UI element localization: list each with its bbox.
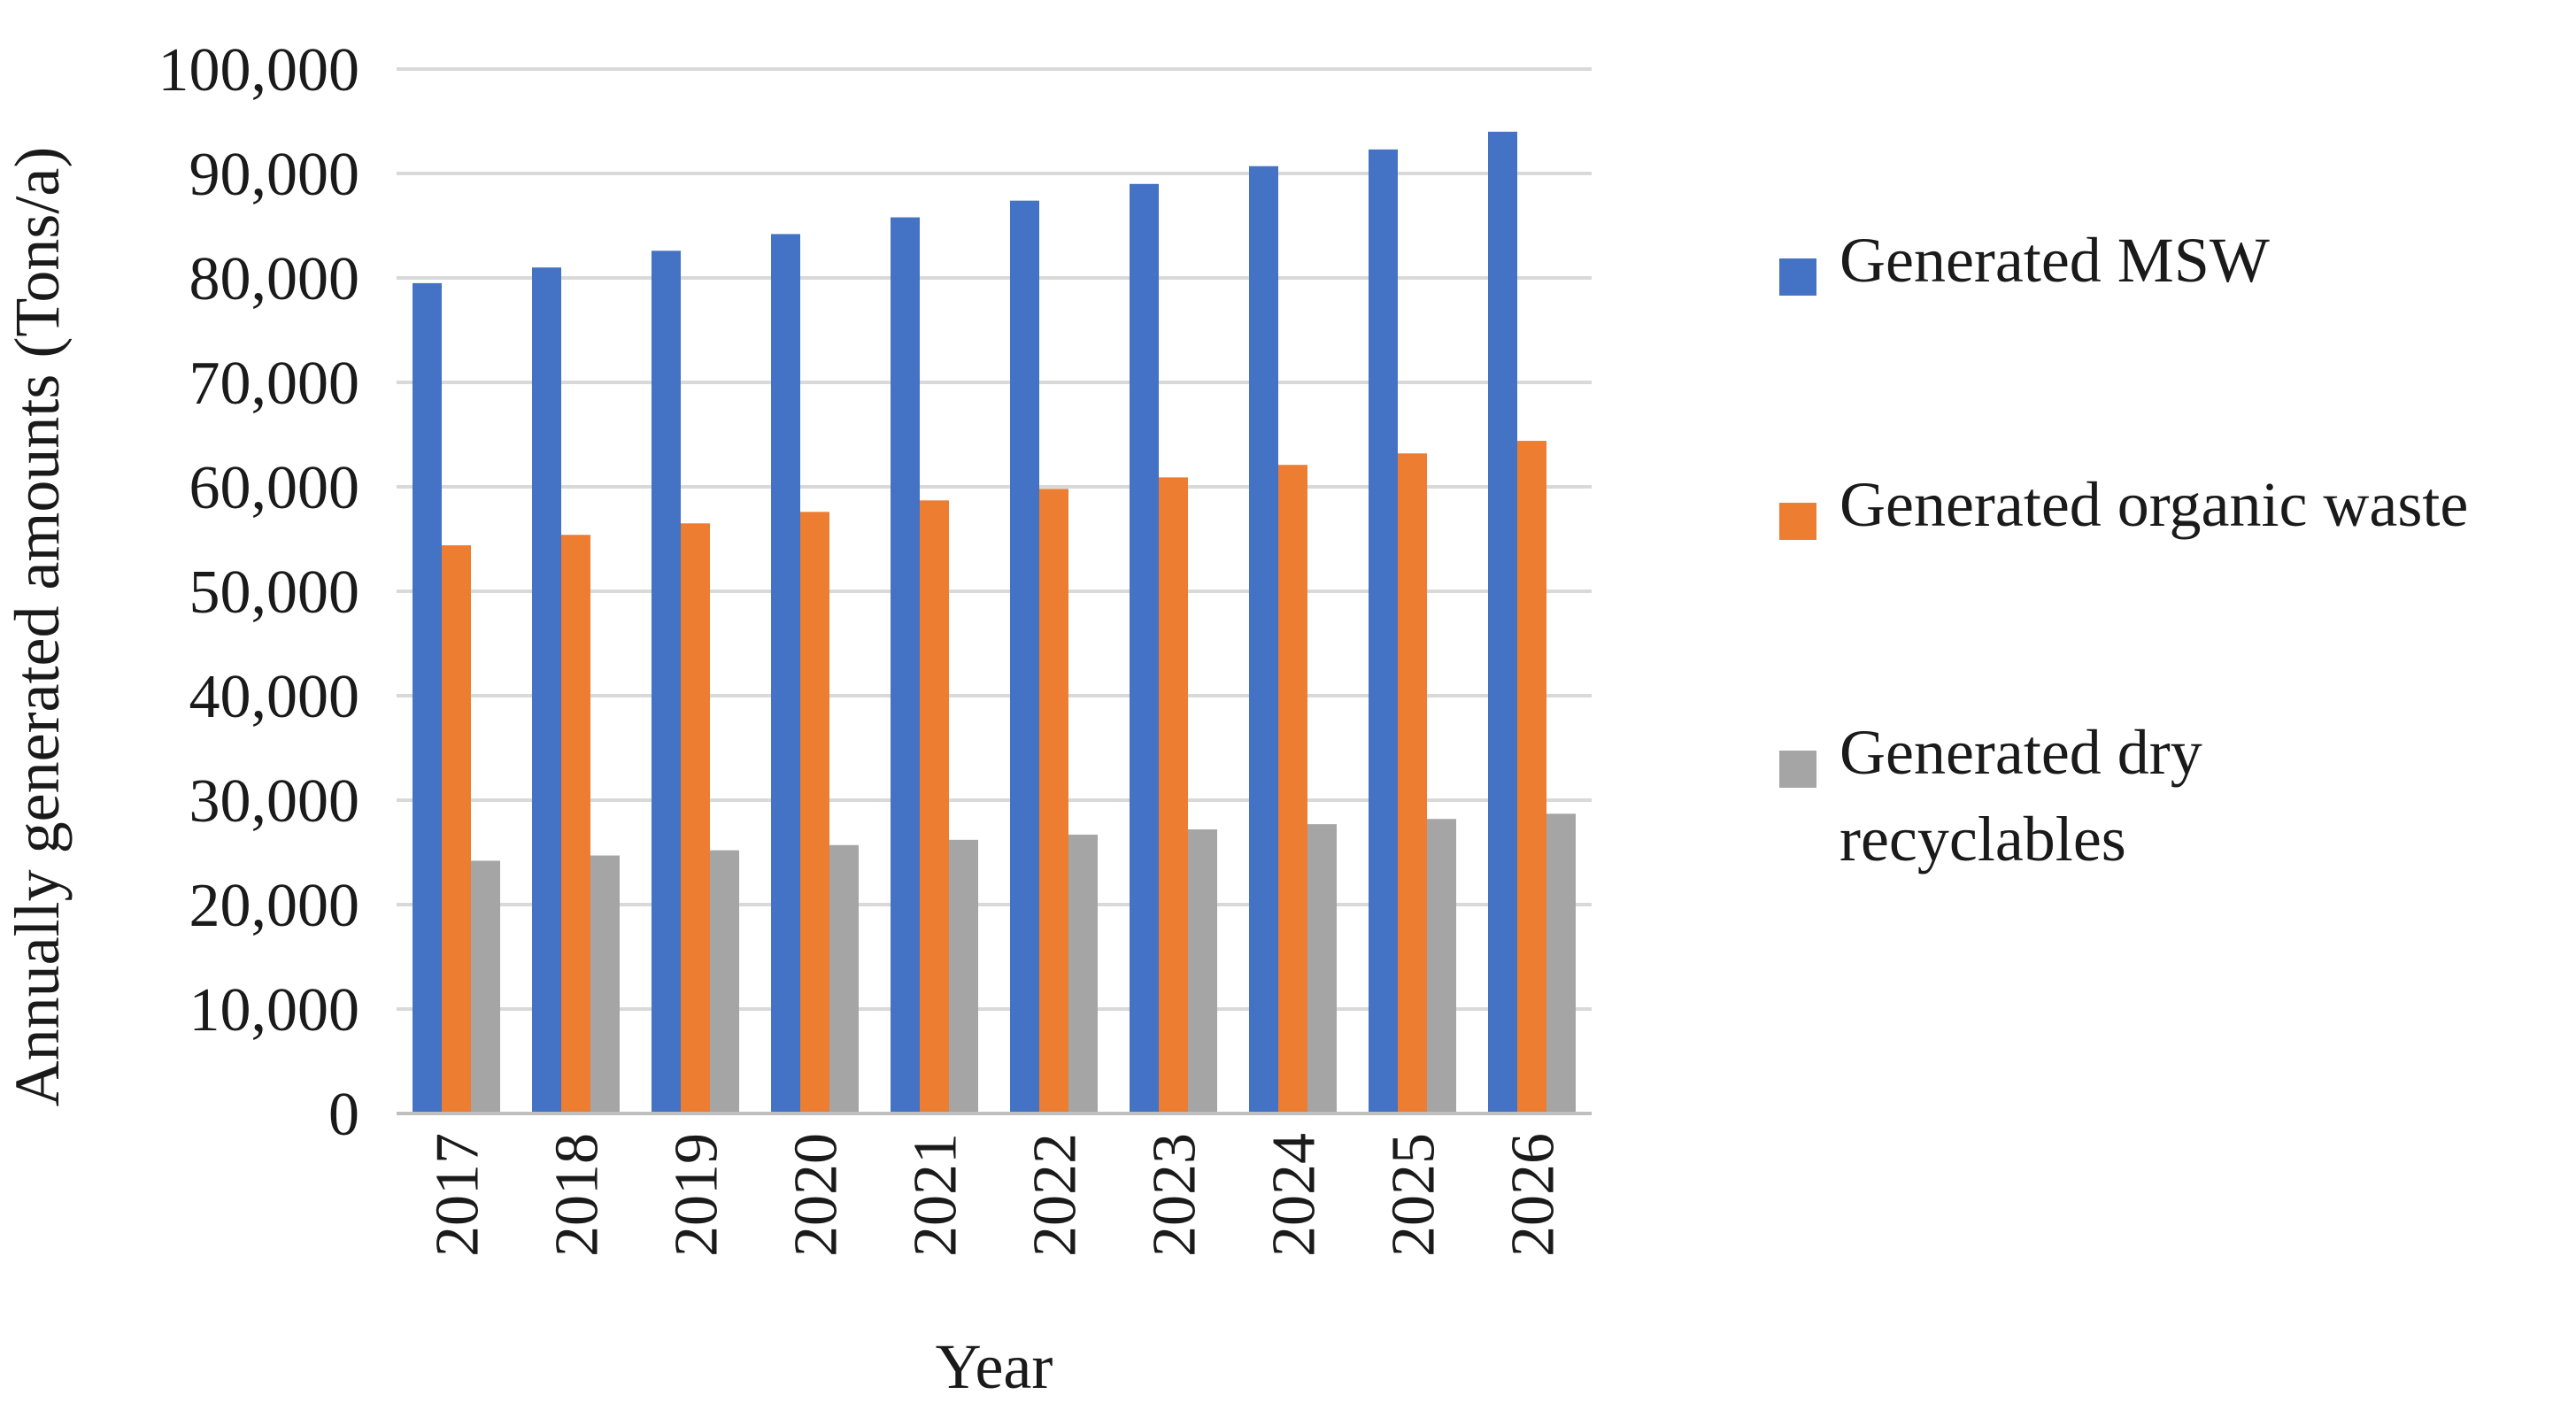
legend-swatch — [1779, 503, 1816, 540]
x-tick-label: 2019 — [663, 1133, 731, 1257]
x-tick-label: 2023 — [1141, 1133, 1209, 1257]
bar-generated-dry-recyclables — [1188, 829, 1217, 1113]
x-axis-title: Year — [936, 1331, 1053, 1402]
x-tick-label: 2025 — [1380, 1133, 1448, 1257]
bar-generated-organic-waste — [442, 545, 471, 1113]
x-tick-label: 2017 — [424, 1133, 492, 1257]
y-tick-label: 50,000 — [189, 559, 360, 627]
x-tick-label: 2020 — [783, 1133, 851, 1257]
bar-generated-dry-recyclables — [471, 860, 500, 1113]
y-tick-label: 10,000 — [189, 976, 360, 1044]
legend-label: recyclables — [1839, 804, 2126, 875]
bar-generated-organic-waste — [561, 535, 590, 1113]
y-tick-label: 80,000 — [189, 245, 360, 313]
x-tick-label: 2018 — [544, 1133, 612, 1257]
y-tick-label: 30,000 — [189, 767, 360, 836]
x-tick-label: 2022 — [1022, 1133, 1090, 1257]
y-tick-label: 0 — [328, 1081, 359, 1149]
bar-generated-dry-recyclables — [1546, 813, 1576, 1113]
bar-generated-dry-recyclables — [1068, 834, 1098, 1113]
bar-generated-dry-recyclables — [1427, 819, 1456, 1113]
y-axis-ticks: 0 10,000 20,000 30,000 40,000 50,000 60,000 70,… — [158, 36, 360, 1149]
bar-generated-organic-waste — [1159, 477, 1188, 1113]
bar-generated-msw — [652, 250, 681, 1113]
bar-generated-msw — [1010, 200, 1039, 1114]
legend-swatch — [1779, 751, 1816, 788]
bar-generated-organic-waste — [1398, 453, 1427, 1113]
x-tick-label: 2024 — [1261, 1133, 1329, 1257]
bar-generated-msw — [1130, 183, 1159, 1113]
bar-generated-organic-waste — [920, 500, 949, 1113]
y-tick-label: 100,000 — [158, 36, 360, 104]
bar-generated-dry-recyclables — [1307, 824, 1337, 1113]
bar-generated-msw — [1488, 131, 1517, 1113]
bar-generated-dry-recyclables — [590, 855, 620, 1113]
x-tick-label: 2021 — [902, 1133, 970, 1257]
bar-generated-msw — [1369, 149, 1398, 1114]
x-axis-ticks: 2017 2018 2019 2020 2021 2022 2023 2024 2025 2026 — [424, 1133, 1568, 1257]
legend-label: Generated dry — [1839, 717, 2202, 788]
y-tick-label: 20,000 — [189, 872, 360, 940]
legend-label: Generated MSW — [1839, 225, 2270, 296]
bar-generated-msw — [413, 282, 442, 1113]
bar-generated-organic-waste — [681, 523, 710, 1113]
bar-generated-dry-recyclables — [949, 839, 978, 1113]
y-axis-title: Annually generated amounts (Tons/a) — [2, 147, 73, 1107]
bar-generated-organic-waste — [1517, 441, 1546, 1114]
bar-generated-msw — [532, 267, 561, 1113]
bar-generated-organic-waste — [1039, 489, 1068, 1113]
legend: Generated MSW Generated organic waste Gene… — [1779, 225, 2468, 875]
y-tick-label: 90,000 — [189, 141, 360, 209]
y-tick-label: 70,000 — [189, 350, 360, 418]
bar-generated-msw — [891, 217, 920, 1113]
y-tick-label: 40,000 — [189, 663, 360, 731]
y-tick-label: 60,000 — [189, 454, 360, 522]
bar-generated-msw — [1249, 166, 1278, 1114]
bars — [413, 131, 1576, 1114]
legend-swatch — [1779, 258, 1816, 296]
bar-generated-organic-waste — [800, 512, 829, 1113]
bar-generated-dry-recyclables — [710, 850, 739, 1113]
bar-generated-msw — [771, 234, 800, 1113]
legend-label: Generated organic waste — [1839, 469, 2468, 540]
bar-generated-organic-waste — [1278, 465, 1307, 1113]
x-tick-label: 2026 — [1500, 1133, 1568, 1257]
bar-generated-dry-recyclables — [829, 844, 859, 1113]
